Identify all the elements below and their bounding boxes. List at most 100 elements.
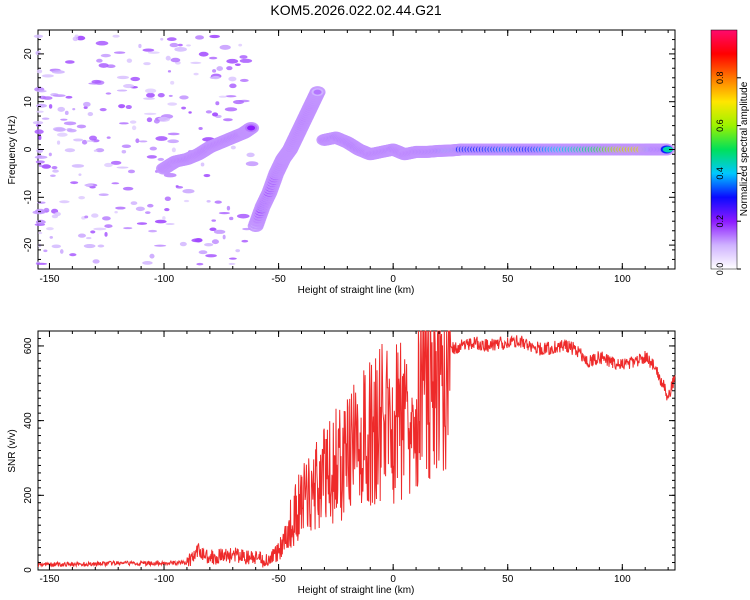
noise-blob [157, 93, 165, 98]
noise-blob [34, 155, 48, 159]
noise-blob [204, 243, 214, 247]
x-tick-label: -50 [271, 574, 286, 585]
noise-blob [186, 44, 191, 47]
noise-blob [167, 132, 180, 136]
noise-blob [238, 43, 243, 47]
noise-blob [143, 62, 151, 66]
snr-panel: -150 -100 -50 0 50 100 0 200 400 600 Height of s… [7, 330, 676, 596]
noise-blob [98, 193, 109, 197]
noise-blob [48, 104, 53, 109]
x-tick-label: 50 [502, 274, 514, 285]
noise-blob [138, 43, 142, 49]
noise-blob [51, 70, 65, 74]
noise-blob [179, 95, 189, 100]
noise-blob [205, 110, 212, 114]
noise-blob [123, 227, 133, 230]
noise-blob [212, 112, 219, 117]
chart-title: KOM5.2026.022.02.44.G21 [270, 2, 441, 18]
noise-blob [165, 55, 171, 61]
noise-blob [72, 36, 79, 42]
noise-blob [95, 148, 105, 153]
noise-blob [147, 203, 154, 208]
noise-blob [64, 110, 69, 116]
noise-blob [116, 166, 129, 169]
noise-blob [237, 213, 250, 219]
noise-blob [214, 200, 222, 204]
noise-blob [225, 95, 237, 98]
noise-blob [57, 106, 66, 112]
noise-blob [235, 249, 241, 253]
colorbar-tick-label: 0.6 [715, 119, 725, 132]
noise-blob [219, 44, 231, 50]
y-tick-label: 0 [23, 146, 34, 152]
noise-blob [138, 140, 148, 143]
y-tick-label: 0 [23, 567, 34, 573]
noise-blob [181, 106, 186, 110]
noise-blob [125, 104, 132, 110]
noise-blob [209, 34, 220, 39]
colorbar-gradient [710, 29, 738, 270]
noise-blob [64, 60, 75, 64]
noise-blob [164, 196, 171, 202]
noise-blob [157, 116, 170, 122]
noise-blob [50, 174, 56, 177]
noise-blob [78, 173, 82, 176]
noise-blob [198, 250, 208, 255]
noise-blob [43, 249, 48, 253]
noise-blob [224, 107, 238, 112]
y-tick-label: -10 [23, 190, 34, 205]
noise-blob [38, 163, 42, 168]
noise-blob [130, 76, 141, 82]
noise-blob [52, 94, 66, 98]
spectrogram-y-ticks: -20 -10 0 10 20 [23, 29, 675, 270]
noise-blob [146, 155, 157, 159]
noise-blob [38, 231, 43, 235]
noise-blob [205, 254, 217, 258]
noise-blob [169, 42, 179, 48]
noise-blob [113, 51, 126, 54]
noise-blob [239, 55, 248, 59]
noise-blob [211, 219, 216, 222]
noise-blob [198, 126, 203, 130]
noise-blob [146, 92, 155, 98]
noise-blob [155, 136, 168, 141]
noise-blob [52, 169, 59, 173]
noise-blob [110, 160, 122, 165]
noise-blob [209, 227, 217, 232]
noise-blob [190, 61, 202, 64]
spectrogram-ridge [156, 86, 675, 232]
snr-y-ticks: 0 200 400 600 [23, 330, 675, 573]
noise-blob [76, 124, 87, 129]
noise-blob [144, 88, 157, 94]
noise-blob [69, 253, 77, 257]
noise-blob [196, 262, 204, 266]
noise-blob [93, 227, 107, 231]
x-tick-label: -100 [154, 274, 174, 285]
noise-blob [121, 144, 132, 148]
spectrogram-x-label: Height of straight line (km) [298, 285, 415, 296]
noise-blob [212, 69, 217, 73]
noise-blob [35, 262, 48, 265]
snr-x-label: Height of straight line (km) [298, 585, 415, 596]
colorbar-tick-label: 0.2 [715, 215, 725, 228]
noise-blob [118, 104, 126, 109]
noise-blob [95, 40, 109, 46]
x-tick-label: -100 [154, 574, 174, 585]
noise-blob [239, 78, 249, 82]
noise-blob [121, 149, 127, 154]
noise-blob [81, 139, 88, 145]
noise-blob [34, 129, 44, 134]
noise-blob [164, 208, 170, 212]
noise-blob [135, 138, 140, 144]
noise-blob [48, 152, 52, 157]
noise-blob [136, 222, 148, 225]
noise-blob [198, 51, 209, 57]
noise-blob [75, 35, 86, 41]
x-tick-label: 100 [614, 574, 631, 585]
noise-blob [114, 211, 118, 214]
noise-blob [130, 201, 138, 205]
colorbar-ticks: 0.0 0.2 0.4 0.6 0.8 [715, 72, 741, 275]
spectrogram-x-ticks: -150 -100 -50 0 50 100 [39, 30, 669, 285]
